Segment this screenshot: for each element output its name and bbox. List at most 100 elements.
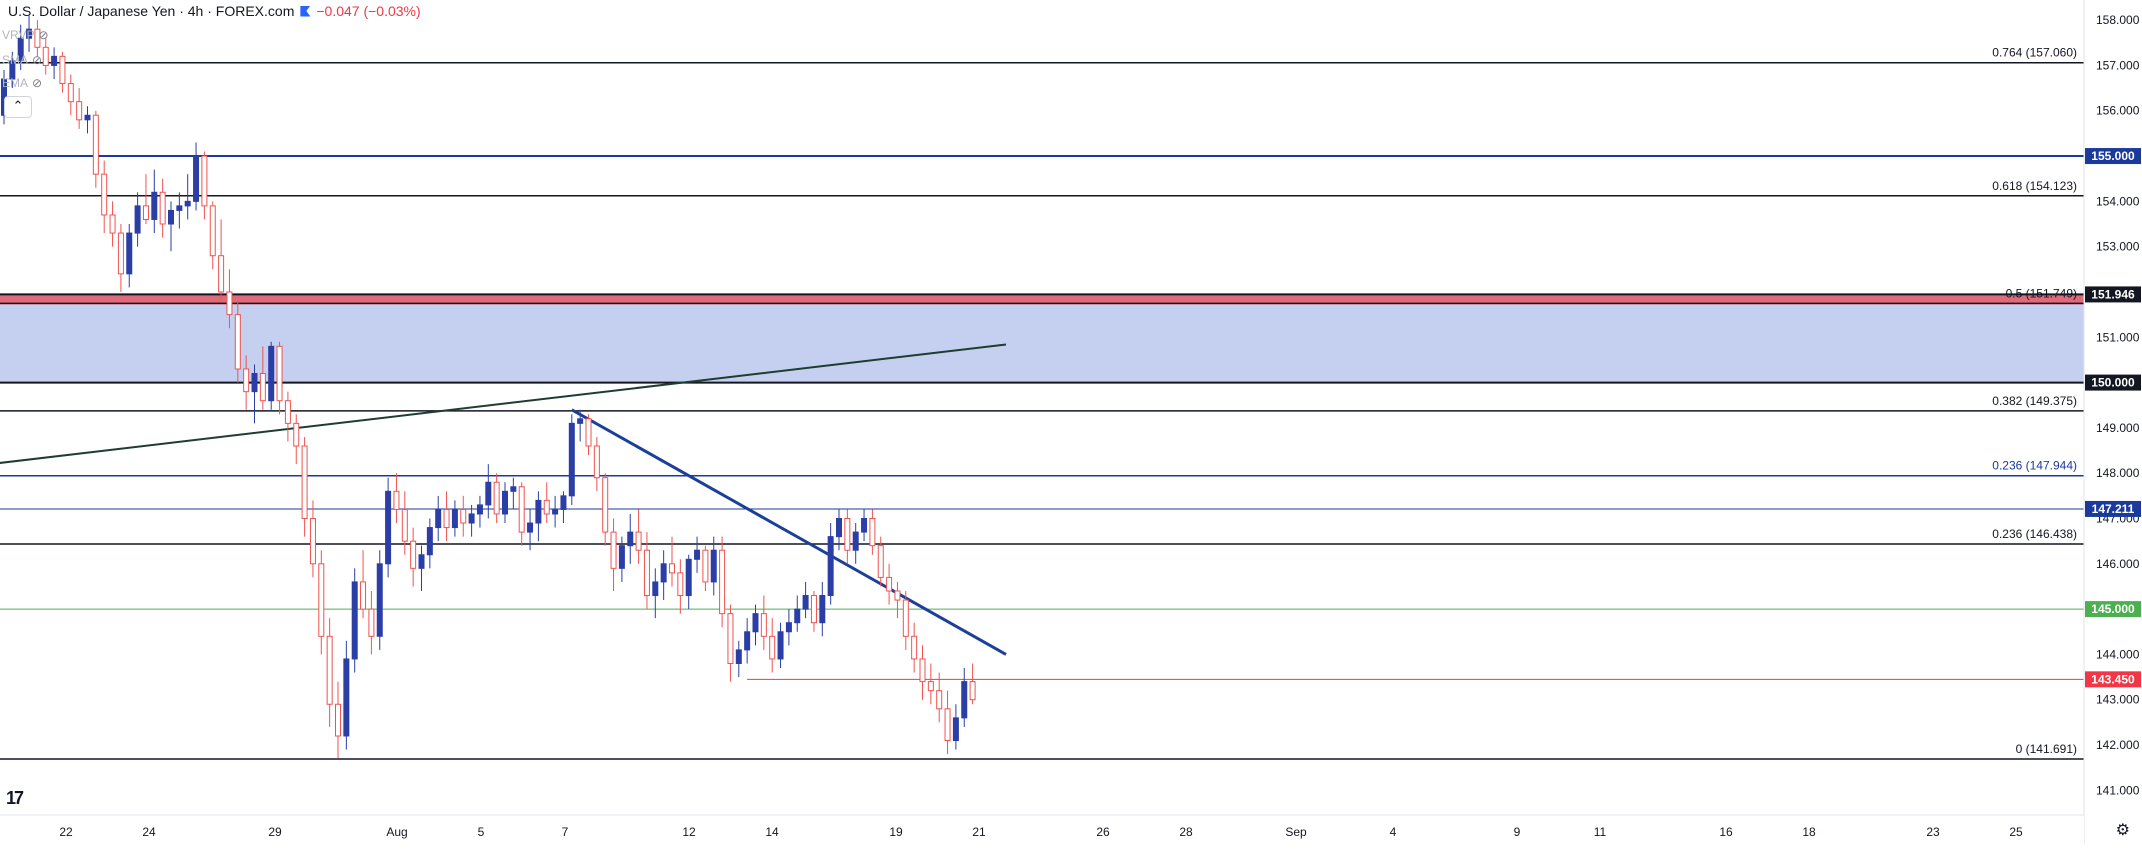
- y-tick-label: 154.000: [2096, 194, 2140, 208]
- candle-body: [234, 314, 241, 370]
- candle-body: [827, 536, 834, 597]
- candle-body: [326, 635, 333, 705]
- candle-body: [109, 214, 116, 234]
- fib-level-label: 0.236 (146.438): [1992, 527, 2077, 541]
- candle-body: [694, 549, 701, 560]
- candle-body: [476, 504, 483, 515]
- candle-body: [660, 563, 667, 583]
- candle-body: [443, 508, 450, 529]
- fib-level-label: 0.5 (151.749): [2006, 286, 2077, 300]
- candle-body: [902, 599, 909, 637]
- y-tick-label: 156.000: [2096, 104, 2140, 118]
- x-tick-label: 19: [889, 825, 903, 839]
- x-tick-label: 5: [478, 825, 485, 839]
- candle-body: [927, 681, 934, 692]
- candle-body: [844, 518, 851, 551]
- candle-body: [802, 595, 809, 610]
- indicator-vrvp[interactable]: VRVP ⊘: [2, 28, 49, 42]
- candle-body: [268, 345, 275, 402]
- price-label-text: 151.946: [2091, 287, 2135, 301]
- candle-body: [894, 590, 901, 601]
- candle-body: [819, 595, 826, 624]
- indicator-sma[interactable]: SMA ⊘: [2, 53, 42, 67]
- candle-body: [886, 576, 893, 592]
- candle-body: [101, 173, 108, 216]
- y-tick-label: 151.000: [2096, 330, 2140, 344]
- candle-body: [735, 649, 742, 664]
- candle-body: [535, 499, 542, 524]
- candle-body: [259, 373, 266, 402]
- flag-icon[interactable]: [300, 5, 311, 17]
- eye-slash-icon[interactable]: ⊘: [32, 53, 43, 67]
- candle-body: [518, 486, 525, 533]
- y-tick-label: 148.000: [2096, 466, 2140, 480]
- x-tick-label: 23: [1926, 825, 1940, 839]
- y-tick-label: 149.000: [2096, 421, 2140, 435]
- fib-level-label: 0.236 (147.944): [1992, 459, 2077, 473]
- candle-body: [593, 445, 600, 479]
- candle-body: [760, 613, 767, 637]
- candle-body: [710, 549, 717, 583]
- x-tick-label: Aug: [386, 825, 407, 839]
- candle-body: [969, 681, 976, 701]
- y-tick-label: 144.000: [2096, 647, 2140, 661]
- y-tick-label: 157.000: [2096, 58, 2140, 72]
- x-tick-label: 28: [1179, 825, 1193, 839]
- price-label-text: 150.000: [2091, 376, 2135, 390]
- indicator-ema[interactable]: EMA ⊘: [2, 76, 42, 90]
- zone-upper-band: [0, 294, 2084, 305]
- eye-slash-icon[interactable]: ⊘: [38, 28, 49, 42]
- candle-body: [193, 155, 200, 202]
- gear-icon[interactable]: ⚙: [2115, 822, 2130, 839]
- time-axis-background: [0, 815, 2084, 844]
- candle-body: [560, 495, 567, 510]
- candle-body: [543, 499, 550, 515]
- x-tick-label: 14: [765, 825, 779, 839]
- candle-body: [527, 522, 534, 533]
- y-tick-label: 158.000: [2096, 13, 2140, 27]
- x-tick-label: 11: [1594, 825, 1607, 839]
- candle-body: [201, 155, 208, 207]
- candle-body: [777, 631, 784, 660]
- candle-body: [284, 400, 291, 424]
- candle-body: [652, 581, 659, 597]
- candle-body: [869, 518, 876, 547]
- x-tick-label: 26: [1096, 825, 1110, 839]
- price-axis-background: [2084, 0, 2142, 844]
- candle-body: [418, 554, 425, 569]
- candle-body: [585, 418, 592, 447]
- candle-body: [335, 703, 341, 737]
- candle-body: [485, 481, 492, 506]
- candle-body: [752, 613, 759, 633]
- candle-body: [92, 114, 99, 175]
- resistance-zone: [0, 294, 2084, 383]
- candle-body: [618, 545, 625, 569]
- candle-body: [51, 55, 58, 66]
- candle-body: [702, 549, 709, 583]
- candle-body: [276, 345, 283, 402]
- candle-body: [401, 508, 408, 542]
- tradingview-logo[interactable]: 17: [6, 788, 24, 808]
- collapse-legend-button[interactable]: ⌃: [4, 96, 32, 118]
- x-tick-label: 9: [1514, 825, 1521, 839]
- candle-body: [343, 658, 350, 737]
- eye-slash-icon[interactable]: ⊘: [32, 76, 43, 90]
- fib-level-label: 0.382 (149.375): [1992, 394, 2077, 408]
- y-tick-label: 153.000: [2096, 240, 2140, 254]
- candle-body: [936, 690, 943, 710]
- candle-body: [719, 549, 726, 615]
- candle-body: [142, 205, 149, 220]
- candle-body: [769, 635, 776, 660]
- symbol-legend[interactable]: U.S. Dollar / Japanese Yen · 4h · FOREX.…: [8, 3, 421, 19]
- x-tick-label: 16: [1719, 825, 1733, 839]
- candle-body: [176, 205, 183, 211]
- candle-body: [393, 490, 400, 510]
- candle-body: [368, 608, 375, 637]
- candle-body: [468, 513, 475, 524]
- candle-body: [552, 508, 559, 515]
- candle-body: [184, 200, 191, 207]
- candle-body: [385, 490, 392, 565]
- x-tick-label: 25: [2009, 825, 2023, 839]
